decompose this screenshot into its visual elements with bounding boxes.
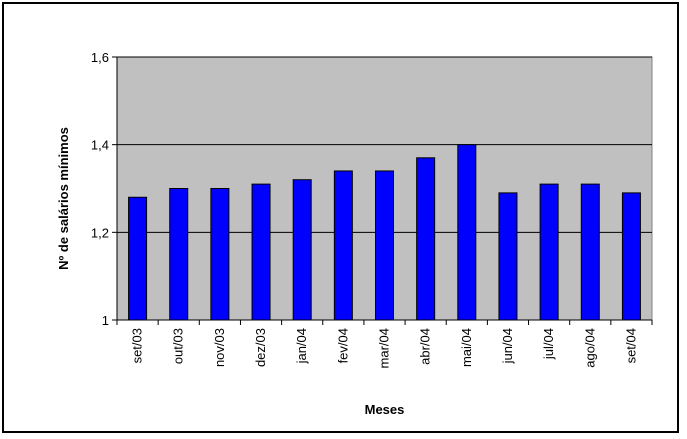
bar-abr/04 [416, 157, 436, 321]
x-tick-label: mai/04 [459, 328, 474, 367]
y-tick-label: 1,4 [91, 138, 109, 153]
x-tick-label: out/03 [171, 328, 186, 364]
x-axis-ticks: set/03 out/03 nov/03 dez/03 jan/04 fev/04 mar/… [116, 320, 653, 368]
x-tick-label: set/03 [130, 328, 145, 363]
x-tick-label: abr/04 [418, 328, 433, 365]
x-tick-label: jul/04 [541, 328, 556, 360]
y-tick-label: 1,6 [91, 50, 109, 65]
bar-nov/03 [210, 188, 230, 321]
x-tick-label: dez/03 [253, 328, 268, 367]
bar-mar/04 [375, 170, 394, 321]
x-tick-label: jun/04 [500, 328, 515, 364]
bar-set/03 [128, 196, 148, 321]
bar-jun/04 [498, 192, 518, 321]
bar-jan/04 [292, 179, 312, 321]
y-axis-ticks: 1 1,2 1,4 1,6 [91, 50, 117, 328]
x-tick-label: mar/04 [377, 328, 392, 368]
bar-set/04 [621, 192, 641, 321]
bars [128, 144, 641, 321]
bar-mai/04 [457, 144, 477, 321]
x-tick-label: fev/04 [335, 328, 350, 363]
y-tick-label: 1 [102, 313, 109, 328]
x-tick-label: jan/04 [294, 328, 309, 364]
bar-fev/04 [333, 170, 353, 321]
x-axis-title: Meses [365, 402, 405, 417]
x-tick-label: ago/04 [582, 328, 597, 368]
x-tick-label: set/04 [623, 328, 638, 363]
bar-jul/04 [539, 183, 559, 321]
bar-out/03 [169, 188, 189, 321]
bar-dez/03 [251, 183, 271, 321]
x-tick-label: nov/03 [212, 328, 227, 367]
y-tick-label: 1,2 [91, 225, 109, 240]
y-axis-title: Nº de salários mínimos [56, 127, 71, 270]
bar-ago/04 [580, 183, 600, 321]
